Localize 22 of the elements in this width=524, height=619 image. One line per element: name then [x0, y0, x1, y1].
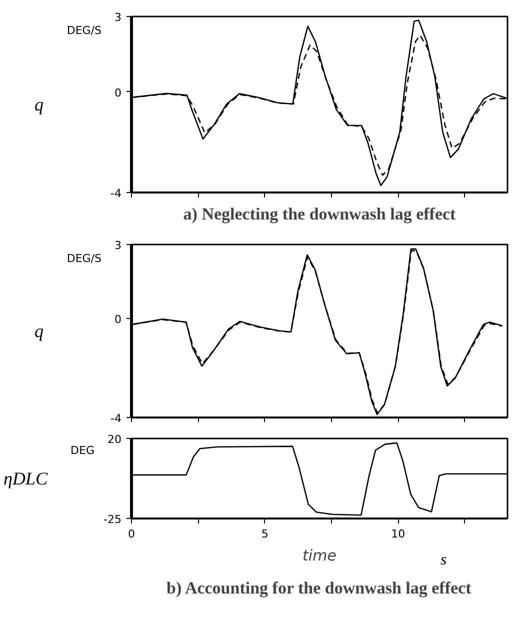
- text: s: [440, 552, 447, 568]
- line-series: [132, 442, 508, 516]
- text: DEG/S: [66, 24, 102, 38]
- text: DEG/S: [66, 252, 102, 265]
- x-axis-title: time: [302, 546, 336, 564]
- y-tick-label: 3: [114, 11, 122, 24]
- x-tick-label: 5: [261, 528, 268, 540]
- text: a) Neglecting the downwash lag effect: [183, 204, 456, 224]
- y-axis-title: ηDLC: [4, 468, 48, 488]
- x-tick-label: 0: [128, 528, 135, 540]
- text: DEG: [70, 444, 95, 457]
- y-tick-label: 3: [114, 239, 122, 252]
- y-tick-label: -4: [110, 412, 122, 425]
- text: b) Accounting for the downwash lag effect: [166, 578, 472, 598]
- y-axis-title: q: [34, 94, 44, 114]
- x-tick-label: 10: [391, 528, 406, 540]
- y-tick-label: -4: [110, 187, 122, 200]
- y-tick-label: 20: [108, 433, 122, 446]
- y-tick-label: 0: [114, 86, 122, 100]
- y-axis-title: q: [34, 321, 44, 341]
- y-tick-label: 0: [114, 313, 122, 326]
- y-tick-label: -25: [104, 513, 122, 526]
